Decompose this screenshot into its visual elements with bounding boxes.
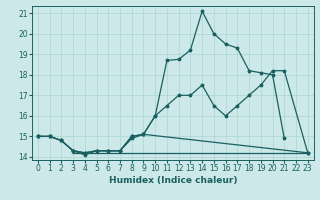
- X-axis label: Humidex (Indice chaleur): Humidex (Indice chaleur): [108, 176, 237, 185]
